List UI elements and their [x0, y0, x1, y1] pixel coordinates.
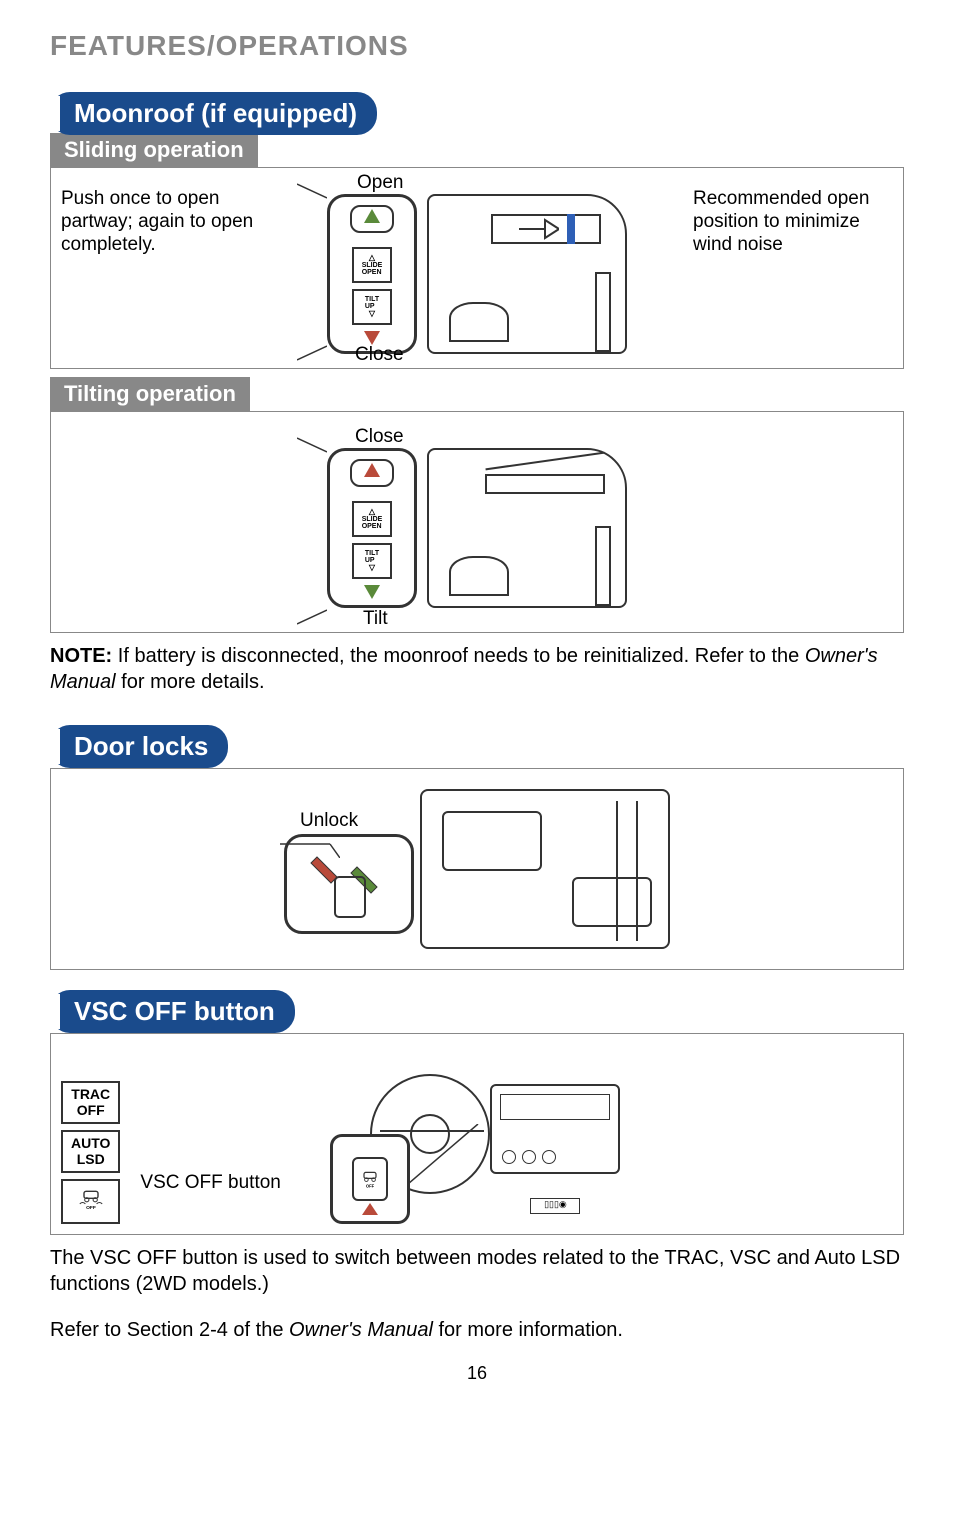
sliding-subtitle: Sliding operation	[50, 133, 258, 167]
doorlocks-title: Door locks	[50, 725, 228, 768]
page-header: FEATURES/OPERATIONS	[50, 30, 904, 62]
arrow-down-red	[364, 331, 380, 345]
arrow-icon	[519, 216, 559, 242]
dashboard-sketch: ▯▯▯◉ OFF	[290, 1044, 670, 1224]
tilt-label: Tilt	[363, 608, 388, 630]
sliding-diagram: Open △SLIDE OPEN TILT UP▽ Close	[271, 178, 683, 358]
moonroof-note: NOTE: If battery is disconnected, the mo…	[50, 643, 904, 695]
close-label: Close	[355, 344, 404, 366]
trac-off-indicator: TRAC OFF	[61, 1081, 120, 1124]
sliding-content: Push once to open partway; again to open…	[50, 167, 904, 369]
interior-sketch-tilt	[427, 448, 627, 608]
center-console	[490, 1084, 620, 1174]
vsc-button-label: VSC OFF button	[140, 1172, 280, 1194]
vsc-button-callout: OFF	[330, 1134, 410, 1224]
arrow-up-green	[364, 209, 380, 223]
tilt-up-label-2: TILT UP▽	[352, 543, 392, 579]
page-number: 16	[50, 1363, 904, 1384]
tilting-content: Close △SLIDE OPEN TILT UP▽ Tilt	[50, 411, 904, 633]
tilting-subtitle: Tilting operation	[50, 377, 250, 411]
arrow-press	[362, 1203, 378, 1215]
arrow-down-green	[364, 585, 380, 599]
indicator-stack: TRAC OFF AUTO LSD OFF	[61, 1081, 120, 1224]
moonroof-switch-tilt: △SLIDE OPEN TILT UP▽	[327, 448, 417, 608]
doorlocks-section: Door locks Unlock Lock	[50, 725, 904, 970]
door-interior-sketch	[420, 789, 670, 949]
callout-line	[297, 606, 327, 626]
sliding-right-text: Recommended open position to minimize wi…	[693, 178, 893, 256]
moonroof-section: Moonroof (if equipped) Sliding operation…	[50, 92, 904, 695]
position-marker	[567, 214, 575, 244]
callout-line	[297, 432, 327, 462]
svg-text:OFF: OFF	[366, 1183, 375, 1188]
slide-open-label: △SLIDE OPEN	[352, 247, 392, 283]
moonroof-switch: △SLIDE OPEN TILT UP▽	[327, 194, 417, 354]
callout-line	[408, 1124, 508, 1184]
callout-line	[297, 178, 327, 208]
svg-text:OFF: OFF	[86, 1205, 96, 1211]
callout-line	[280, 828, 340, 858]
close-label-tilt: Close	[355, 426, 404, 448]
callout-line	[297, 342, 327, 362]
vsc-desc-2: Refer to Section 2-4 of the Owner's Manu…	[50, 1317, 904, 1343]
interior-sketch	[427, 194, 627, 354]
vsc-title: VSC OFF button	[50, 990, 295, 1033]
arrow-up-red	[364, 463, 380, 477]
vsc-off-icon: OFF	[358, 1167, 382, 1191]
auto-lsd-indicator: AUTO LSD	[61, 1130, 120, 1173]
open-label: Open	[357, 172, 403, 194]
slide-open-label-2: △SLIDE OPEN	[352, 501, 392, 537]
vsc-off-indicator-icon: OFF	[61, 1179, 120, 1224]
tilt-up-label: TILT UP▽	[352, 289, 392, 325]
vsc-desc-1: The VSC OFF button is used to switch bet…	[50, 1245, 904, 1297]
lock-arrows	[307, 847, 397, 927]
doorlocks-content: Unlock Lock	[50, 768, 904, 970]
vsc-section: VSC OFF button TRAC OFF AUTO LSD OFF	[50, 990, 904, 1343]
vsc-content: TRAC OFF AUTO LSD OFF VSC OFF button	[50, 1033, 904, 1235]
sliding-left-text: Push once to open partway; again to open…	[61, 178, 261, 256]
moonroof-title: Moonroof (if equipped)	[50, 92, 377, 135]
